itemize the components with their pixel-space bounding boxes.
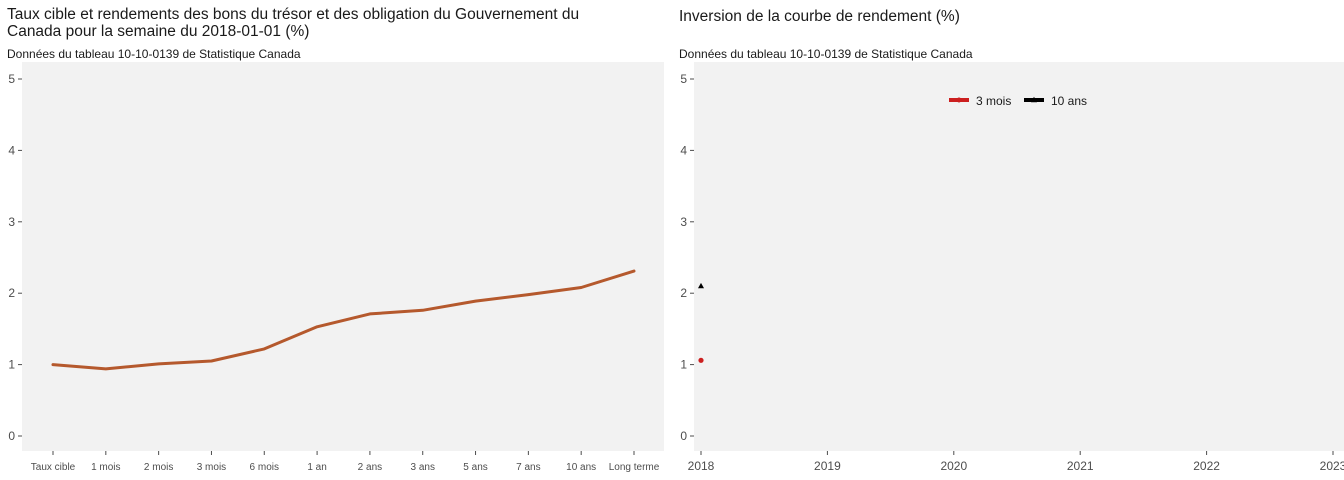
x-tick-label: Taux cible <box>31 462 76 473</box>
x-tick-label: 2023 <box>1320 459 1344 473</box>
x-tick-label: 3 ans <box>410 462 434 473</box>
y-tick-label: 5 <box>8 72 15 86</box>
data-point <box>474 299 477 303</box>
y-tick-label: 4 <box>680 143 687 157</box>
x-tick-label: 2022 <box>1193 459 1220 473</box>
data-point <box>104 367 108 371</box>
series-line <box>51 269 636 371</box>
x-tick-label: 1 mois <box>91 462 120 473</box>
y-tick-label: 3 <box>680 215 687 229</box>
x-tick-label: 2 ans <box>358 462 382 473</box>
x-tick-label: 2018 <box>688 459 715 473</box>
data-point <box>263 347 266 351</box>
legend-label: 3 mois <box>976 94 1011 108</box>
data-point <box>315 325 319 328</box>
data-point <box>698 282 704 289</box>
x-tick-label: 2020 <box>940 459 967 473</box>
plot-panel <box>22 62 664 451</box>
data-point <box>527 293 530 296</box>
data-point <box>210 359 213 363</box>
y-tick-label: 2 <box>680 286 687 300</box>
x-tick-label: 7 ans <box>516 462 540 473</box>
chart-subtitle: Données du tableau 10-10-0139 de Statist… <box>679 47 973 61</box>
chart-subtitle: Données du tableau 10-10-0139 de Statist… <box>7 47 301 61</box>
plot-panel <box>694 62 1344 451</box>
x-tick-label: 2021 <box>1067 459 1094 473</box>
x-tick-label: 6 mois <box>250 462 279 473</box>
data-point <box>698 357 704 363</box>
y-tick-label: 0 <box>8 429 15 443</box>
legend-key-marker <box>1031 96 1037 103</box>
data-point <box>157 362 160 366</box>
legend-key-marker <box>956 97 962 103</box>
x-tick-label: 10 ans <box>566 462 596 473</box>
y-tick-label: 3 <box>8 215 15 229</box>
chart-title: Inversion de la courbe de rendement (%) <box>679 8 960 25</box>
data-point <box>51 363 55 366</box>
data-point <box>368 312 372 316</box>
legend-label: 10 ans <box>1051 94 1087 108</box>
data-point <box>632 269 636 273</box>
y-tick-label: 0 <box>680 429 687 443</box>
y-tick-label: 1 <box>680 358 687 372</box>
x-tick-label: 2 mois <box>144 462 173 473</box>
y-tick-label: 5 <box>680 72 687 86</box>
y-tick-label: 4 <box>8 143 15 157</box>
data-point <box>421 309 424 312</box>
y-tick-label: 2 <box>8 286 15 300</box>
x-tick-label: 1 an <box>307 462 326 473</box>
x-tick-label: 3 mois <box>197 462 226 473</box>
data-point <box>579 286 583 289</box>
chart-title: Taux cible et rendements des bons du tré… <box>7 6 580 40</box>
x-tick-label: 5 ans <box>463 462 487 473</box>
y-tick-label: 1 <box>8 358 15 372</box>
x-tick-label: Long terme <box>609 462 660 473</box>
x-tick-label: 2019 <box>814 459 841 473</box>
